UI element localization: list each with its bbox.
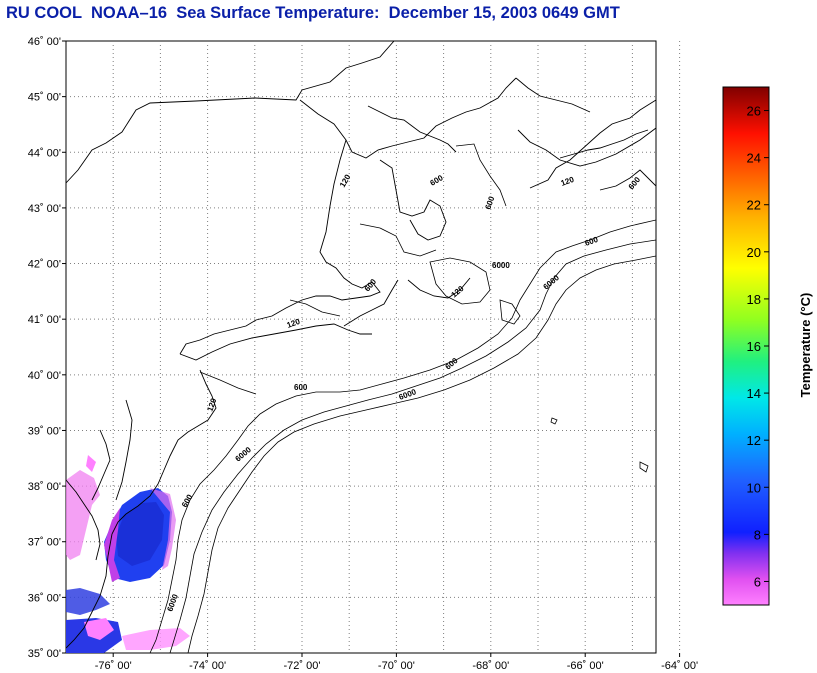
lon-label: -64˚ 00'	[661, 660, 698, 672]
lat-label: 39˚ 00'	[28, 425, 61, 437]
coastlines	[66, 41, 656, 649]
lat-label: 46˚ 00'	[28, 36, 61, 48]
lat-label: 45˚ 00'	[28, 92, 61, 104]
lat-label: 35˚ 00'	[28, 648, 61, 660]
isobath-label: 120	[560, 175, 576, 188]
colorbar-tick-label: 22	[747, 198, 761, 213]
lon-label: -70˚ 00'	[378, 660, 415, 672]
colorbar: 26 24 22 20 18 16 14 12 10 8 6 Temperature (°C)	[722, 86, 813, 606]
isobath-label: 600	[294, 383, 308, 392]
colorbar-gradient	[722, 86, 770, 606]
colorbar-tick-label: 20	[747, 245, 761, 260]
isobath-label: 120	[286, 317, 302, 330]
isobath-labels: 120 600 600 120 600 600 6000 6000 600 60…	[165, 172, 642, 612]
colorbar-tick-label: 24	[747, 151, 761, 166]
sst-data-patch	[66, 455, 190, 653]
isobath-label: 6000	[492, 261, 510, 270]
colorbar-title: Temperature (°C)	[798, 293, 813, 398]
lon-label: -72˚ 00'	[284, 660, 321, 672]
isobath-contours	[149, 143, 656, 653]
colorbar-tick-label: 18	[747, 292, 761, 307]
colorbar-labels: 26 24 22 20 18 16 14 12 10 8 6	[747, 104, 761, 590]
colorbar-tick-label: 8	[754, 527, 761, 542]
colorbar-tick-label: 14	[747, 386, 761, 401]
lat-label: 42˚ 00'	[28, 259, 61, 271]
lat-label: 40˚ 00'	[28, 370, 61, 382]
colorbar-tick-label: 26	[747, 104, 761, 119]
isobath-label: 600	[483, 195, 496, 211]
isobath-label: 120	[205, 397, 218, 413]
colorbar-tick-label: 16	[747, 339, 761, 354]
lon-label: -74˚ 00'	[189, 660, 226, 672]
lat-label: 41˚ 00'	[28, 314, 61, 326]
latitude-labels: 46˚ 00' 45˚ 00' 44˚ 00' 43˚ 00' 42˚ 00' 41˚ 0…	[28, 36, 61, 660]
map-title: RU COOL NOAA–16 Sea Surface Temperature:…	[6, 4, 620, 22]
colorbar-tick-label: 6	[754, 574, 761, 589]
lat-label: 43˚ 00'	[28, 203, 61, 215]
lat-label: 38˚ 00'	[28, 481, 61, 493]
axis-ticks	[62, 40, 681, 657]
lon-label: -68˚ 00'	[472, 660, 509, 672]
lat-label: 44˚ 00'	[28, 147, 61, 159]
lat-label: 36˚ 00'	[28, 592, 61, 604]
colorbar-tick-label: 12	[747, 433, 761, 448]
colorbar-tick-label: 10	[747, 480, 761, 495]
colorbar-ticks	[764, 110, 769, 582]
lat-label: 37˚ 00'	[28, 537, 61, 549]
lon-label: -76˚ 00'	[95, 660, 132, 672]
isobath-label: 600	[584, 235, 600, 248]
longitude-labels: -76˚ 00' -74˚ 00' -72˚ 00' -70˚ 00' -68˚ 00'…	[95, 660, 698, 672]
lon-label: -66˚ 00'	[567, 660, 604, 672]
